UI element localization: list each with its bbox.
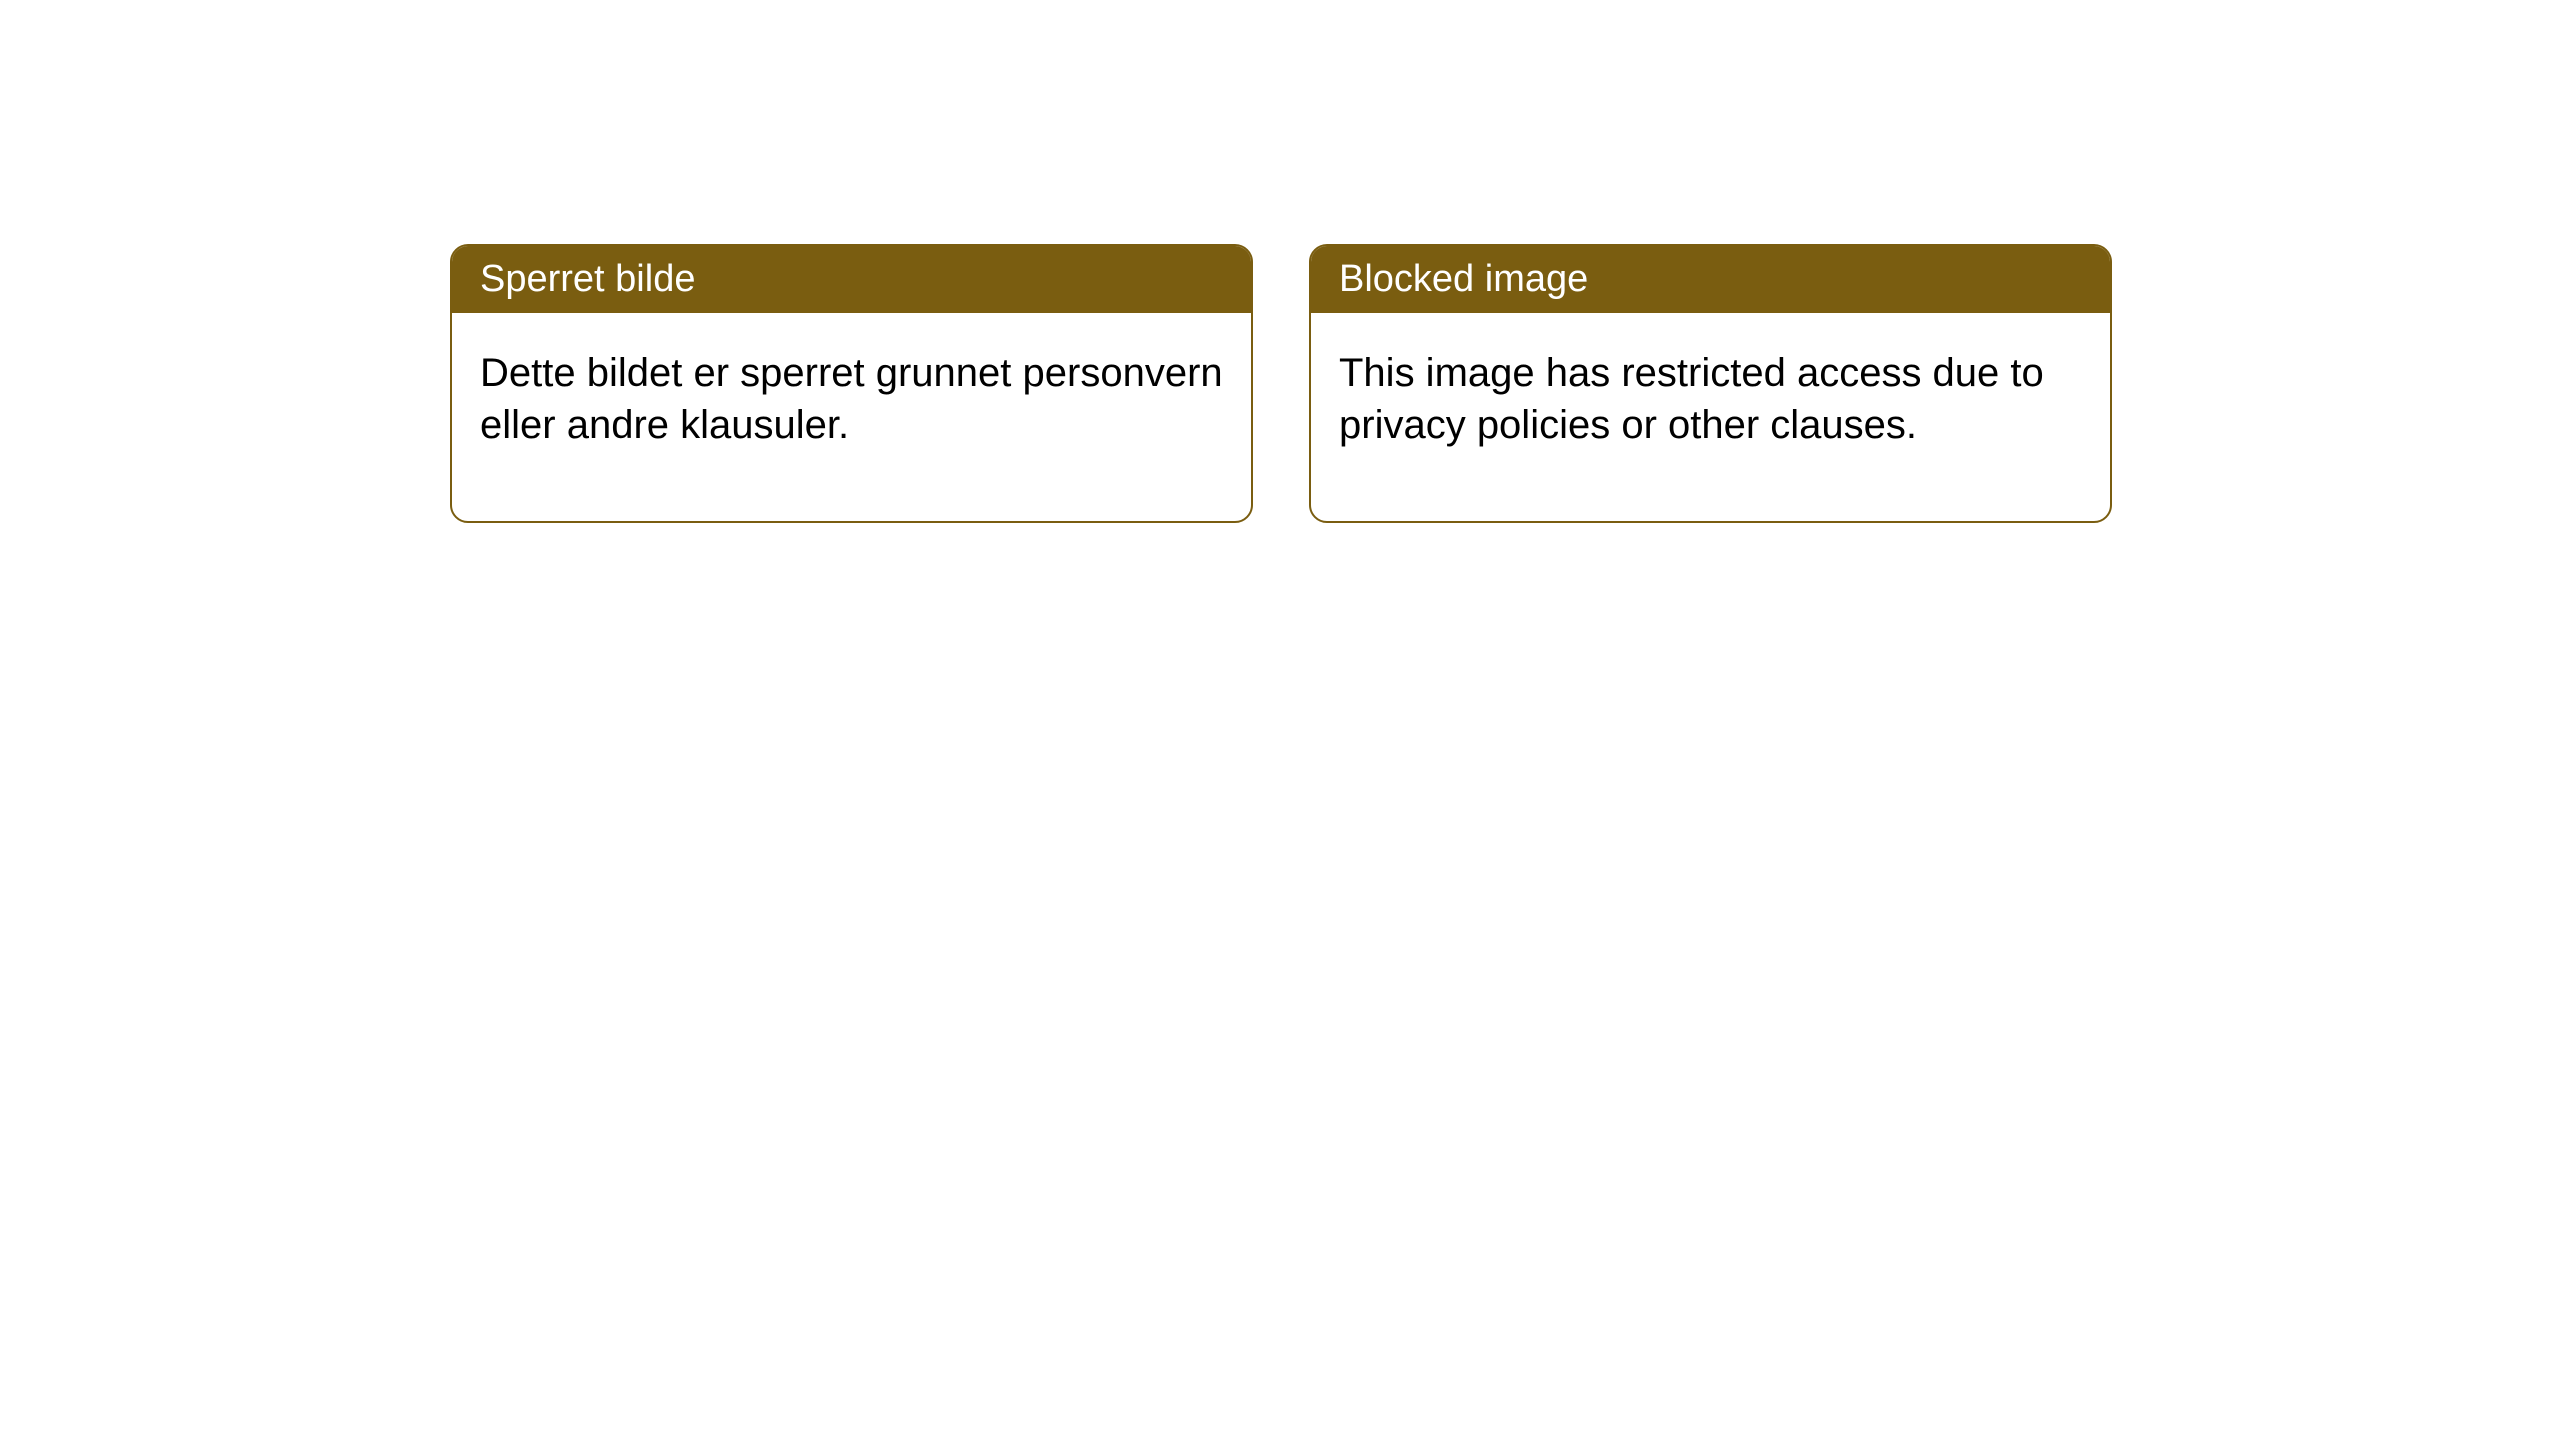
notice-card-norwegian: Sperret bilde Dette bildet er sperret gr… <box>450 244 1253 523</box>
notice-container: Sperret bilde Dette bildet er sperret gr… <box>450 244 2112 523</box>
notice-header: Blocked image <box>1311 246 2110 313</box>
notice-card-english: Blocked image This image has restricted … <box>1309 244 2112 523</box>
notice-header: Sperret bilde <box>452 246 1251 313</box>
notice-body: Dette bildet er sperret grunnet personve… <box>452 313 1251 521</box>
notice-body: This image has restricted access due to … <box>1311 313 2110 521</box>
